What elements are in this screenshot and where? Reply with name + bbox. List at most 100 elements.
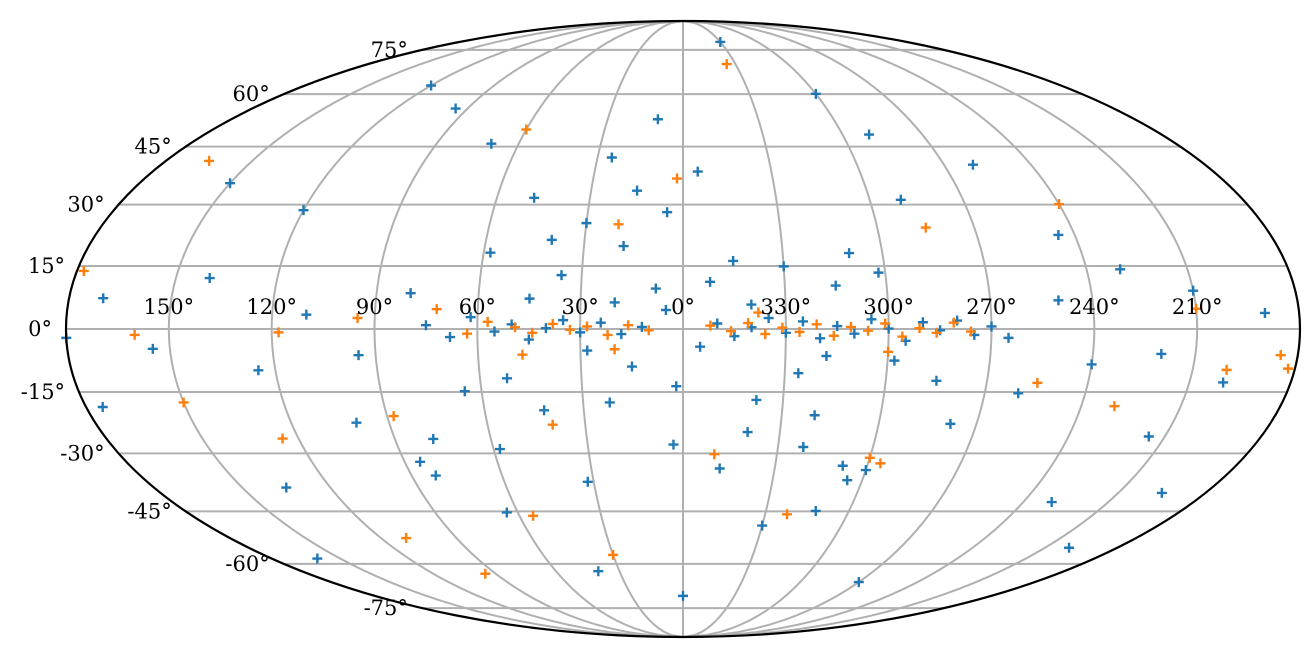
data-point-marker	[712, 318, 723, 329]
data-point-marker	[129, 329, 140, 340]
data-point-marker	[883, 323, 894, 334]
data-point-marker	[864, 129, 875, 140]
data-point-marker	[945, 418, 956, 429]
data-point-marker	[602, 329, 613, 340]
data-point-marker	[842, 475, 853, 486]
longitude-gridline	[373, 20, 684, 638]
data-point-marker	[721, 59, 732, 70]
data-point-marker	[636, 321, 647, 332]
latitude-labels: 75° 60° 45° 30° 15° 0° -15° -30° -45° -60° -75°	[21, 38, 408, 620]
data-point-marker	[671, 381, 682, 392]
data-point-marker	[863, 325, 874, 336]
data-point-marker	[593, 566, 604, 577]
data-point-marker	[895, 194, 906, 205]
data-point-marker	[830, 280, 841, 291]
longitude-gridline	[682, 20, 1096, 638]
data-point-marker	[797, 316, 808, 327]
data-point-marker	[695, 341, 706, 352]
data-point-marker	[883, 346, 894, 357]
data-point-marker	[1046, 497, 1057, 508]
data-point-marker	[352, 313, 363, 324]
data-point-marker	[426, 80, 437, 91]
data-point-marker	[489, 326, 500, 337]
data-point-marker	[528, 510, 539, 521]
data-point-marker	[353, 350, 364, 361]
latitude-tick-label: -60°	[225, 552, 269, 576]
latitude-tick-label: 60°	[232, 82, 269, 106]
data-point-marker	[480, 568, 491, 579]
data-point-marker	[875, 458, 886, 469]
latitude-tick-label: -15°	[21, 380, 65, 404]
longitude-tick-label: 330°	[761, 295, 812, 319]
data-point-marker	[705, 320, 716, 331]
data-point-marker	[78, 265, 89, 276]
data-point-marker	[914, 323, 925, 334]
data-point-marker	[793, 368, 804, 379]
data-point-marker	[204, 155, 215, 166]
data-point-marker	[1003, 332, 1014, 343]
data-point-marker	[837, 460, 848, 471]
data-point-marker	[556, 270, 567, 281]
data-point-marker	[1191, 303, 1202, 314]
longitude-tick-label: 120°	[246, 295, 297, 319]
data-point-marker	[1115, 264, 1126, 275]
data-point-marker	[613, 219, 624, 230]
longitude-gridline	[476, 20, 684, 638]
data-point-marker	[729, 331, 740, 342]
data-point-marker	[465, 312, 476, 323]
data-point-marker	[986, 321, 997, 332]
data-point-marker	[401, 533, 412, 544]
latitude-tick-label: 0°	[28, 317, 52, 341]
data-point-marker	[277, 433, 288, 444]
data-point-marker	[428, 433, 439, 444]
latitude-tick-label: 30°	[67, 193, 104, 217]
data-point-marker	[828, 330, 839, 341]
data-point-marker	[725, 326, 736, 337]
data-point-marker	[482, 316, 493, 327]
data-point-marker	[763, 313, 774, 324]
data-point-marker	[753, 307, 764, 318]
data-point-marker	[253, 365, 264, 376]
data-point-marker	[1156, 348, 1167, 359]
longitude-tick-label: 210°	[1172, 295, 1223, 319]
data-point-marker	[178, 397, 189, 408]
data-point-marker	[547, 419, 558, 430]
data-point-marker	[714, 463, 725, 474]
data-point-marker	[1259, 307, 1270, 318]
data-point-marker	[809, 410, 820, 421]
data-point-marker	[405, 288, 416, 299]
data-point-marker	[608, 549, 619, 560]
data-point-marker	[430, 470, 441, 481]
longitude-gridline	[167, 20, 684, 638]
data-point-marker	[864, 452, 875, 463]
scatter-points	[61, 36, 1294, 601]
data-point-marker	[486, 138, 497, 149]
data-point-marker	[705, 276, 716, 287]
data-point-marker	[897, 331, 908, 342]
data-point-marker	[746, 299, 757, 310]
data-point-marker	[1218, 377, 1229, 388]
data-point-marker	[582, 321, 593, 332]
data-point-marker	[539, 405, 550, 416]
data-point-marker	[494, 444, 505, 455]
projection-boundary	[64, 19, 1302, 639]
longitude-tick-label: 60°	[459, 295, 496, 319]
data-point-marker	[462, 328, 473, 339]
data-point-marker	[692, 166, 703, 177]
data-point-marker	[853, 577, 864, 588]
data-point-marker	[388, 411, 399, 422]
data-point-marker	[521, 124, 532, 135]
data-point-marker	[225, 178, 236, 189]
data-point-marker	[517, 349, 528, 360]
data-point-marker	[760, 329, 771, 340]
data-point-marker	[777, 322, 788, 333]
data-point-marker	[860, 465, 871, 476]
data-point-marker	[510, 322, 521, 333]
data-point-marker	[810, 505, 821, 516]
data-point-marker	[931, 375, 942, 386]
data-point-marker	[1032, 377, 1043, 388]
data-point-marker	[312, 553, 323, 564]
data-point-marker	[575, 327, 586, 338]
